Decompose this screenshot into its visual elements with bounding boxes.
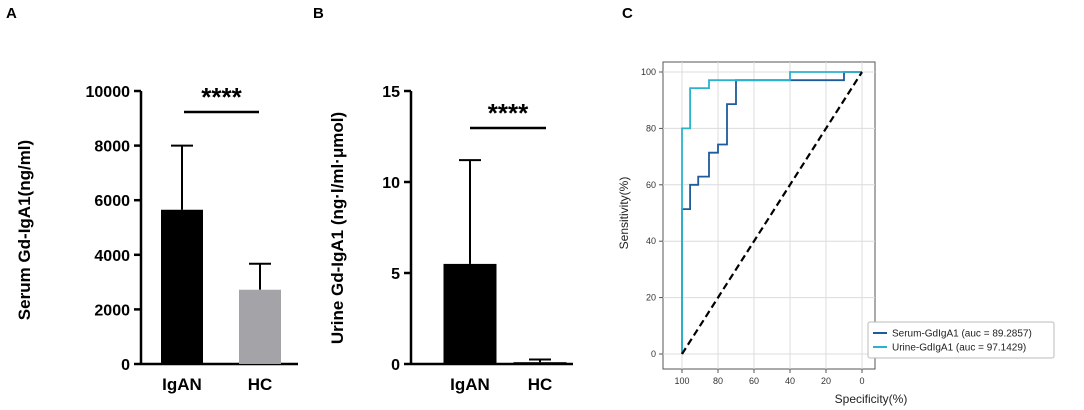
panel-a-bar-hc [239, 289, 281, 364]
panel-a-bar-igan [161, 209, 203, 364]
panel-c-y-tick-label: 20 [646, 293, 656, 303]
panel-c-legend-entry: Urine-GdIgA1 (auc = 97.1429) [892, 343, 1026, 354]
panel-b-category-label: HC [528, 375, 553, 394]
panel-c-x-tick-label: 60 [749, 376, 759, 386]
panel-c-x-tick-label: 100 [674, 376, 689, 386]
panel-c-y-tick-label: 0 [651, 349, 656, 359]
panel-a-y-tick-label: 8000 [94, 139, 130, 156]
panel-a-y-tick-label: 0 [121, 357, 130, 374]
panel-c-x-tick-label: 0 [859, 376, 864, 386]
panel-a: A Serum Gd-IgA1(ng/ml) 0 2000 4000 6000 8000… [6, 5, 298, 394]
panel-c-legend-entry: Serum-GdIgA1 (auc = 89.2857) [892, 329, 1032, 340]
panel-c-reference-diagonal [681, 71, 863, 355]
panel-c-plot-frame [662, 61, 876, 370]
panel-c-urine-roc-line [681, 71, 862, 354]
panel-c: C Specificity(%) Sensitivity(%) 100 80 60 4… [617, 5, 1055, 406]
panel-a-y-tick-label: 6000 [94, 193, 130, 210]
panel-a-y-tick-label: 2000 [94, 302, 130, 319]
panel-c-y-tick-label: 80 [646, 123, 656, 133]
panel-b-y-axis-title: Urine Gd-IgA1 (ng·l/ml·μmol) [328, 112, 347, 344]
panel-b-significance-label: **** [488, 98, 529, 128]
panel-a-category-label: HC [248, 375, 273, 394]
panel-c-legend [867, 321, 1055, 359]
panel-c-x-tick-label: 20 [821, 376, 831, 386]
panel-b: B Urine Gd-IgA1 (ng·l/ml·μmol) 0 5 10 15 IgA… [313, 5, 573, 394]
panel-c-y-tick-label: 40 [646, 236, 656, 246]
panel-b-label: B [313, 5, 324, 22]
panel-a-y-tick-label: 10000 [86, 84, 131, 101]
panel-c-x-tick-label: 40 [785, 376, 795, 386]
panel-c-serum-roc-line [681, 71, 862, 354]
panel-b-y-tick-label: 0 [391, 357, 400, 374]
panel-a-significance-label: **** [201, 82, 242, 112]
panel-b-y-tick-label: 15 [382, 84, 400, 101]
panel-c-label: C [622, 5, 633, 22]
panel-b-category-label: IgAN [450, 375, 490, 394]
panel-b-bar-igan [443, 263, 497, 364]
panel-a-y-axis-title: Serum Gd-IgA1(ng/ml) [15, 140, 34, 320]
panel-b-y-tick-label: 5 [391, 266, 400, 283]
panel-a-category-label: IgAN [162, 375, 202, 394]
panel-c-x-axis-title: Specificity(%) [835, 392, 908, 406]
panel-a-y-tick-label: 4000 [94, 248, 130, 265]
panel-c-y-axis-title: Sensitivity(%) [617, 177, 631, 250]
panel-c-y-tick-label: 60 [646, 180, 656, 190]
panel-c-y-tick-label: 100 [641, 67, 656, 77]
panel-b-bar-hc [513, 362, 567, 364]
panel-c-x-tick-label: 80 [713, 376, 723, 386]
panel-a-label: A [6, 5, 17, 22]
panel-b-y-tick-label: 10 [382, 175, 400, 192]
